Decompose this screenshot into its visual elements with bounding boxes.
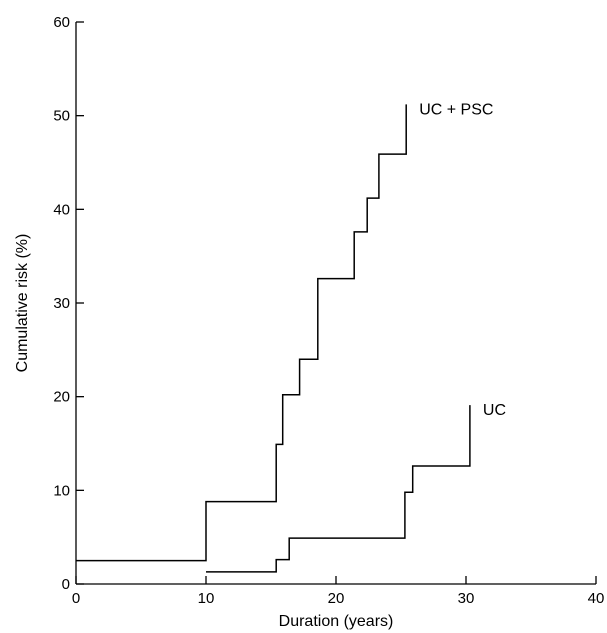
x-tick-label: 0 <box>72 590 80 607</box>
series-label-uc-psc: UC + PSC <box>419 101 493 118</box>
series-line-uc-psc <box>76 104 407 562</box>
series-line-uc <box>206 405 471 573</box>
y-axis-title: Cumulative risk (%) <box>14 234 31 373</box>
x-tick-label: 20 <box>328 590 345 607</box>
y-tick-label: 20 <box>53 389 70 406</box>
x-axis-title: Duration (years) <box>279 613 394 630</box>
y-tick-label: 10 <box>53 482 70 499</box>
x-ticks: 0 10 20 30 40 <box>72 576 605 607</box>
x-tick-label: 30 <box>458 590 475 607</box>
y-tick-label: 0 <box>62 576 70 593</box>
axes <box>75 22 596 585</box>
y-ticks: 0 10 20 30 40 50 60 <box>53 14 84 593</box>
y-tick-label: 50 <box>53 108 70 125</box>
x-tick-label: 40 <box>588 590 605 607</box>
x-tick-label: 10 <box>198 590 215 607</box>
series-label-uc: UC <box>483 402 506 419</box>
y-tick-label: 40 <box>53 201 70 218</box>
series-group: UC + PSC UC <box>76 101 506 573</box>
y-tick-label: 30 <box>53 295 70 312</box>
y-tick-label: 60 <box>53 14 70 31</box>
